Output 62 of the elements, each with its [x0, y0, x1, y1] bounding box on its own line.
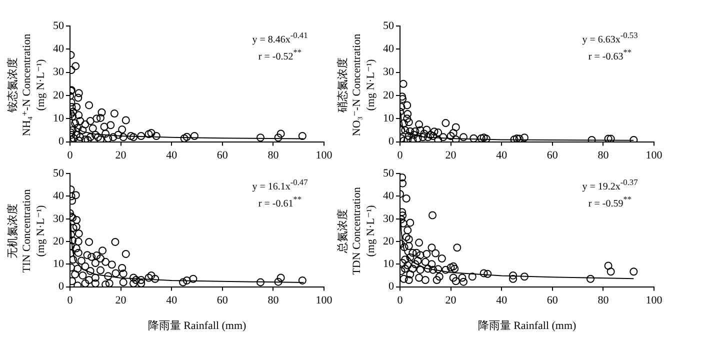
y-tick-label: 30: [53, 66, 64, 78]
x-tick-label: 0: [67, 149, 74, 162]
x-tick-label: 100: [316, 294, 333, 306]
annotation: y = 8.46x$^{-0.41}$: [251, 30, 309, 46]
annotation: r = -0.59$^{**}$: [587, 194, 633, 211]
y-tick-label: 10: [53, 258, 64, 270]
y-tick-label: 50: [383, 167, 394, 180]
x-tick-label: 20: [445, 294, 457, 306]
x-tick-label: 40: [496, 294, 508, 306]
annotation: y = 19.2x$^{-0.37}$: [581, 177, 639, 194]
annotation: y = 16.1x$^{-0.47}$: [251, 177, 309, 194]
x-axis-title: 降雨量 Rainfall (mm): [146, 319, 248, 333]
x-tick-label: 0: [397, 294, 404, 306]
y-tick-label: 40: [383, 43, 394, 56]
x-tick-label: 0: [397, 149, 404, 162]
y-axis-title: 铵态氮浓度 NH₄⁺-N Concentration (mg N·L⁻¹): [6, 32, 48, 138]
y-tick-label: 10: [383, 258, 394, 270]
y-tick-label: 20: [53, 235, 64, 248]
x-tick-label: 100: [646, 149, 663, 162]
annotation: r = -0.63$^{**}$: [587, 47, 633, 64]
y-axis-title: 硝态氮浓度 NO₃⁻-N Concentration (mg N·L⁻¹): [336, 32, 378, 138]
annotation: y = 6.63x$^{-0.53}$: [581, 30, 639, 46]
x-tick-label: 60: [546, 149, 558, 162]
y-tick-label: 50: [53, 20, 64, 32]
y-tick-label: 10: [383, 112, 394, 125]
y-tick-label: 0: [388, 280, 394, 293]
y-tick-label: 0: [58, 280, 64, 293]
y-tick-label: 40: [53, 43, 64, 56]
x-tick-label: 0: [67, 294, 74, 306]
y-tick-label: 50: [383, 20, 394, 32]
x-tick-label: 60: [216, 149, 228, 162]
y-tick-label: 0: [58, 136, 64, 148]
x-tick-label: 80: [268, 294, 280, 306]
y-tick-label: 40: [383, 190, 394, 202]
y-tick-label: 20: [383, 89, 394, 102]
x-tick-label: 40: [166, 149, 178, 162]
y-tick-label: 20: [53, 89, 64, 102]
x-tick-label: 20: [115, 294, 127, 306]
x-tick-label: 60: [216, 294, 228, 306]
y-tick-label: 20: [383, 235, 394, 248]
y-axis-title: 总氮浓度 TDN Concentration (mg N·L⁻¹): [336, 186, 378, 277]
x-tick-label: 80: [268, 149, 280, 162]
x-tick-label: 80: [598, 294, 610, 306]
y-tick-label: 50: [53, 167, 64, 180]
annotation: r = -0.61$^{**}$: [257, 194, 303, 211]
x-tick-label: 20: [115, 149, 127, 162]
x-tick-label: 100: [646, 294, 663, 306]
x-tick-label: 60: [546, 294, 558, 306]
x-axis-title: 降雨量 Rainfall (mm): [476, 319, 578, 333]
x-tick-label: 40: [496, 149, 508, 162]
y-tick-label: 10: [53, 112, 64, 125]
y-tick-label: 40: [53, 190, 64, 202]
y-tick-label: 30: [383, 212, 394, 225]
x-tick-label: 100: [316, 149, 333, 162]
annotation: r = -0.52$^{**}$: [257, 47, 303, 64]
y-axis-title: 无机氮浓度 TIN Concentration (mg N·L⁻¹): [6, 188, 48, 274]
x-tick-label: 20: [445, 149, 457, 162]
y-tick-label: 30: [383, 66, 394, 78]
x-tick-label: 40: [166, 294, 178, 306]
y-tick-label: 30: [53, 212, 64, 225]
x-tick-label: 80: [598, 149, 610, 162]
y-tick-label: 0: [388, 136, 394, 148]
